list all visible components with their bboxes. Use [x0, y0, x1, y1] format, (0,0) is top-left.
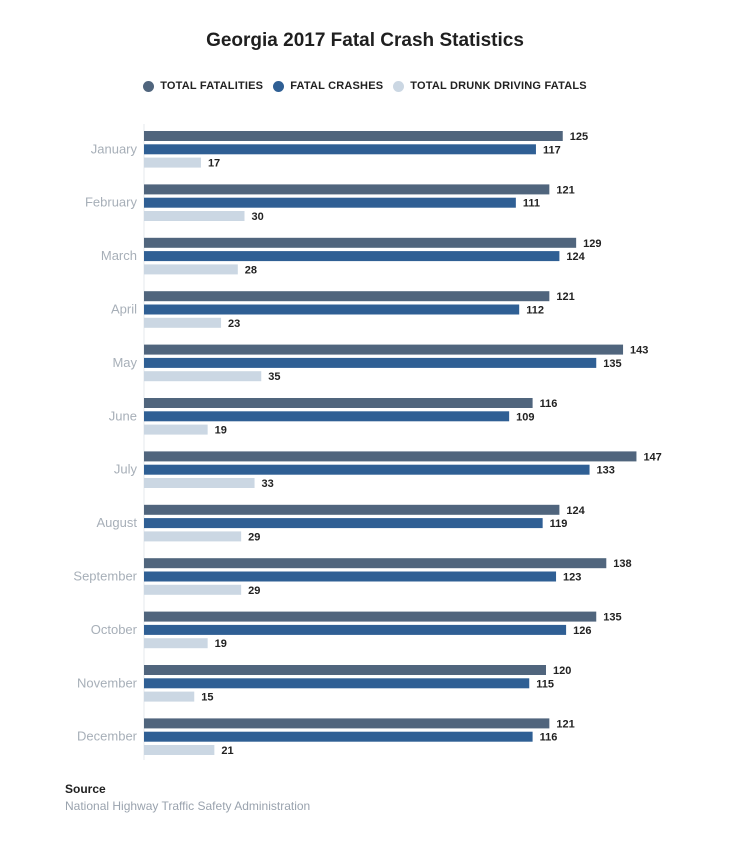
bar	[144, 264, 238, 275]
bar	[144, 398, 533, 408]
data-label: 121	[556, 718, 574, 730]
bar	[144, 504, 560, 515]
source-note: Source National Highway Traffic Safety A…	[65, 782, 310, 813]
data-label: 124	[566, 251, 585, 263]
data-label: 116	[540, 398, 558, 410]
legend: TOTAL FATALITIES FATAL CRASHES TOTAL DRU…	[0, 80, 730, 92]
bar	[144, 451, 637, 462]
category-label: December	[77, 729, 138, 744]
data-label: 135	[603, 358, 621, 370]
source-text: National Highway Traffic Safety Administ…	[65, 799, 311, 813]
data-label: 124	[566, 505, 585, 517]
bar	[144, 464, 590, 475]
data-label: 33	[262, 478, 274, 490]
bar	[144, 197, 516, 208]
bar	[144, 745, 215, 755]
bar	[144, 157, 201, 168]
category-label: April	[111, 302, 137, 317]
bar	[144, 638, 208, 649]
legend-item-fatal-crashes[interactable]: FATAL CRASHES	[273, 80, 383, 92]
bar	[144, 371, 262, 382]
source-title: Source	[65, 782, 106, 796]
data-label: 30	[252, 211, 264, 223]
data-label: 135	[603, 612, 621, 624]
data-label: 129	[583, 238, 601, 250]
bar	[144, 211, 245, 221]
bar	[144, 518, 543, 529]
bar	[144, 731, 533, 742]
bar	[144, 665, 546, 675]
bar	[144, 237, 577, 248]
category-label: October	[91, 622, 138, 637]
data-label: 119	[550, 518, 568, 530]
bar	[144, 584, 242, 595]
legend-label: FATAL CRASHES	[290, 80, 384, 92]
data-label: 28	[245, 264, 257, 276]
legend-swatch-icon	[273, 80, 285, 92]
bar	[144, 344, 624, 355]
data-label: 120	[553, 665, 571, 677]
category-label: November	[77, 675, 138, 690]
category-label: February	[85, 195, 138, 210]
data-label: 117	[543, 144, 561, 156]
legend-item-drunk-driving-fatals[interactable]: TOTAL DRUNK DRIVING FATALS	[393, 80, 587, 92]
category-label: March	[101, 248, 137, 263]
bar	[144, 291, 550, 302]
data-label: 121	[556, 291, 574, 303]
data-label: 23	[228, 318, 240, 330]
legend-swatch-icon	[143, 80, 155, 92]
data-label: 125	[570, 131, 588, 143]
data-label: 35	[268, 371, 280, 383]
data-label: 19	[215, 425, 227, 437]
data-label: 143	[630, 345, 648, 357]
data-label: 121	[556, 184, 574, 196]
bar	[144, 558, 607, 569]
bar	[144, 424, 208, 435]
bar	[144, 317, 222, 328]
bar	[144, 571, 557, 582]
bar	[144, 144, 536, 155]
data-label: 123	[563, 572, 581, 584]
bar	[144, 624, 567, 635]
chart-title: Georgia 2017 Fatal Crash Statistics	[206, 30, 524, 51]
data-label: 19	[215, 638, 227, 650]
data-label: 147	[643, 451, 661, 463]
data-label: 29	[248, 585, 260, 597]
bar	[144, 131, 563, 141]
bar	[144, 718, 550, 729]
bar	[144, 304, 520, 315]
legend-swatch-icon	[393, 80, 405, 92]
bar	[144, 678, 530, 689]
legend-item-total-fatalities[interactable]: TOTAL FATALITIES	[143, 80, 263, 92]
data-label: 116	[540, 732, 558, 744]
data-label: 17	[208, 158, 220, 170]
data-label: 115	[536, 678, 554, 690]
bar	[144, 531, 242, 542]
bar	[144, 691, 195, 702]
bar-chart: January12511717February12111130March1291…	[73, 124, 662, 760]
bar	[144, 251, 560, 262]
category-label: May	[112, 355, 137, 370]
category-label: July	[114, 462, 138, 477]
data-label: 111	[523, 198, 540, 210]
legend-label: TOTAL DRUNK DRIVING FATALS	[410, 80, 587, 92]
data-label: 109	[516, 411, 534, 423]
bar	[144, 478, 255, 488]
data-label: 29	[248, 531, 260, 543]
category-label: January	[91, 141, 138, 156]
data-label: 133	[597, 465, 615, 477]
category-label: June	[109, 408, 137, 423]
bar	[144, 357, 597, 368]
bar	[144, 611, 597, 622]
bar	[144, 411, 510, 422]
data-label: 112	[526, 305, 544, 317]
category-label: September	[73, 569, 137, 584]
bar	[144, 184, 550, 195]
category-label: August	[97, 515, 138, 530]
data-label: 138	[613, 558, 631, 570]
data-label: 126	[573, 625, 591, 637]
data-label: 15	[201, 692, 213, 704]
legend-label: TOTAL FATALITIES	[160, 80, 264, 92]
data-label: 21	[221, 745, 233, 757]
